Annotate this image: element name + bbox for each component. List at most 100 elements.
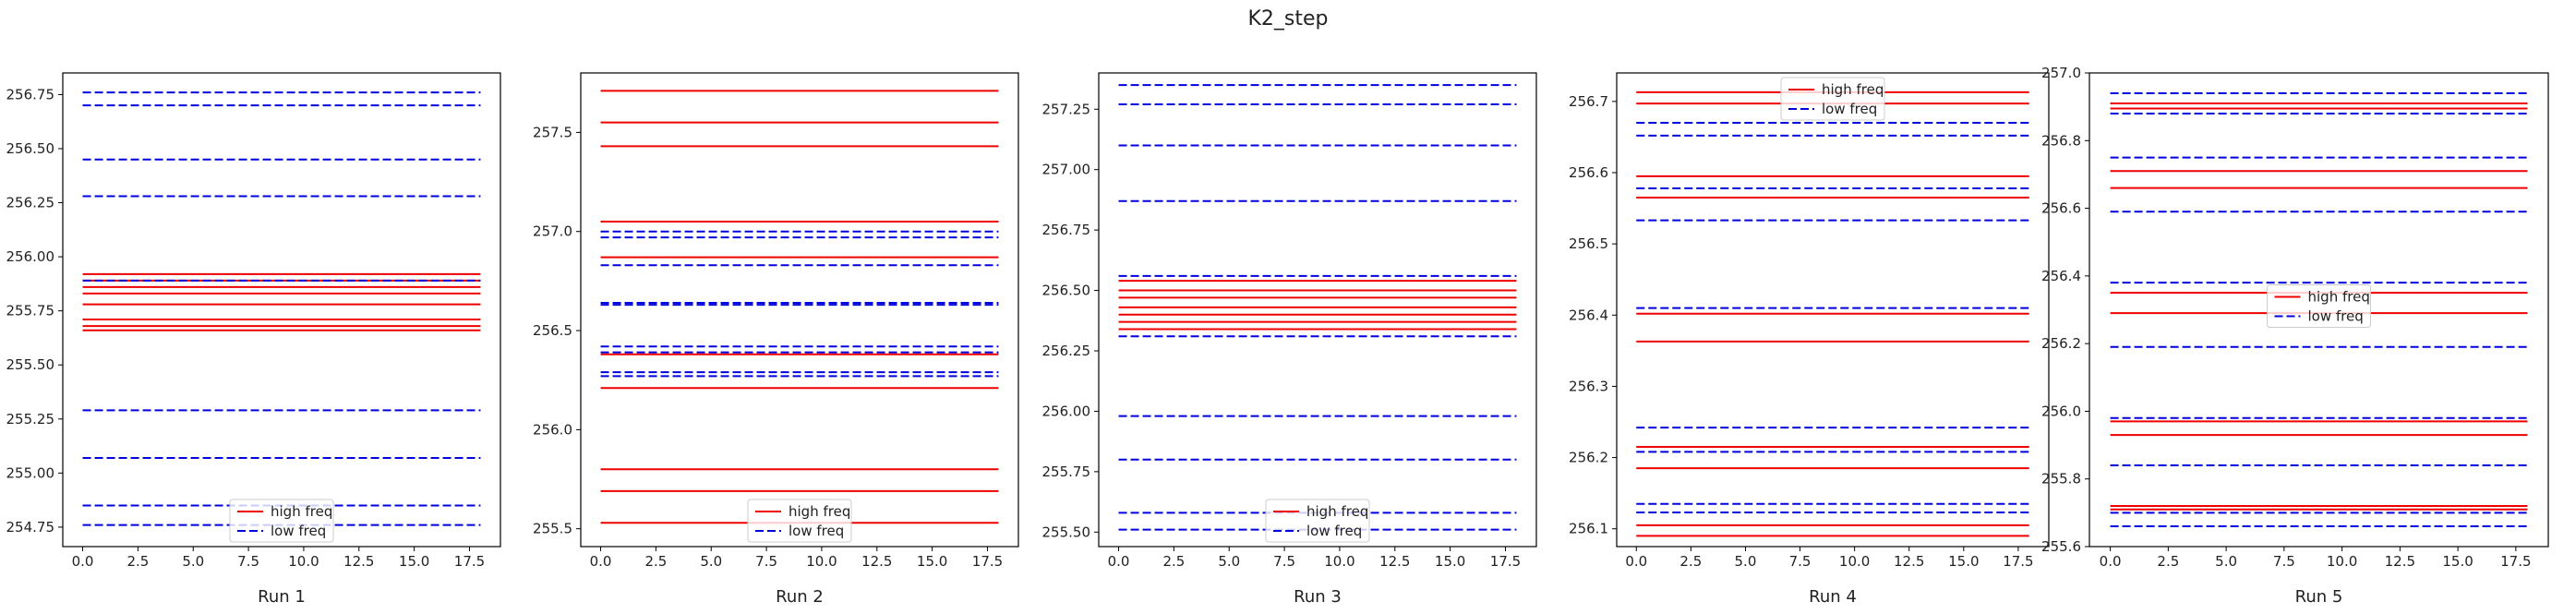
plot-panel-4: 0.0 2.5 5.0 7.5 10.0 12.5 15.0 17.5 256.1 256.2 25…	[1569, 72, 2050, 607]
y-tick-label: 256.6	[2041, 200, 2081, 217]
plot-panel-1: 0.0 2.5 5.0 7.5 10.0 12.5 15.0 17.5 254.75 255.00…	[6, 72, 501, 607]
y-tick-label: 256.0	[533, 421, 572, 438]
y-tick-label: 256.5	[1569, 235, 1608, 252]
y-tick-label: 256.50	[1042, 283, 1091, 299]
y-tick-label: 256.0	[2041, 403, 2081, 419]
y-tick-label: 254.75	[6, 519, 55, 536]
y-tick-label: 256.2	[2041, 335, 2081, 352]
x-tick-label: 10.0	[1324, 553, 1354, 570]
x-tick-label: 5.0	[700, 553, 722, 570]
x-tick-label: 7.5	[2273, 553, 2295, 570]
x-axis-label: Run 5	[2295, 587, 2343, 607]
x-tick-label: 0.0	[2100, 553, 2122, 570]
x-tick-label: 0.0	[1625, 553, 1647, 570]
y-tick-label: 257.5	[533, 124, 572, 140]
x-tick-label: 7.5	[755, 553, 777, 570]
x-tick-label: 10.0	[1839, 553, 1870, 570]
x-tick-label: 17.5	[454, 553, 485, 570]
x-tick-label: 2.5	[126, 553, 149, 570]
axes-frame	[1098, 72, 1537, 548]
x-tick-label: 7.5	[1273, 553, 1295, 570]
x-tick-label: 10.0	[288, 553, 319, 570]
y-tick-label: 256.75	[1042, 222, 1091, 238]
legend: high freq low freq	[1780, 77, 1885, 121]
low-freq-legend-label: low freq	[1306, 523, 1362, 539]
x-tick-label: 17.5	[1490, 553, 1521, 570]
x-tick-label: 12.5	[2385, 553, 2415, 570]
x-tick-label: 17.5	[2003, 553, 2033, 570]
y-tick-label: 255.5	[533, 521, 572, 537]
axes-frame	[1616, 72, 2050, 548]
x-tick-label: 5.0	[182, 553, 204, 570]
x-tick-label: 2.5	[644, 553, 667, 570]
legend: high freq low freq	[2267, 284, 2371, 328]
plot-panel-5: 0.0 2.5 5.0 7.5 10.0 12.5 15.0 17.5 255.6 255.8 25…	[2041, 65, 2549, 607]
y-tick-label: 256.00	[6, 248, 55, 265]
y-tick-label: 255.50	[6, 356, 55, 373]
x-tick-label: 10.0	[806, 553, 837, 570]
y-tick-label: 255.75	[1042, 464, 1091, 480]
plot-panel-3: 0.0 2.5 5.0 7.5 10.0 12.5 15.0 17.5 255.50 255.75…	[1042, 72, 1537, 607]
x-tick-label: 7.5	[1789, 553, 1812, 570]
x-tick-label: 15.0	[399, 553, 429, 570]
legend: high freq low freq	[1265, 499, 1370, 543]
x-tick-label: 12.5	[1894, 553, 1924, 570]
low-freq-legend-label: low freq	[271, 523, 326, 539]
high-freq-legend-label: high freq	[788, 503, 850, 520]
y-tick-label: 256.25	[6, 195, 55, 211]
y-tick-label: 256.4	[1569, 307, 1608, 323]
y-tick-label: 255.00	[6, 464, 55, 481]
figure-suptitle: K2_step	[1247, 7, 1328, 30]
y-tick-label: 255.50	[1042, 524, 1091, 540]
x-tick-label: 5.0	[2215, 553, 2237, 570]
legend: high freq low freq	[747, 499, 852, 543]
x-tick-label: 5.0	[1218, 553, 1240, 570]
x-tick-label: 12.5	[1379, 553, 1410, 570]
x-axis-label: Run 1	[258, 587, 306, 607]
y-tick-label: 256.4	[2041, 268, 2081, 284]
x-axis-label: Run 3	[1294, 587, 1342, 607]
y-tick-label: 255.8	[2041, 471, 2081, 488]
x-tick-label: 12.5	[343, 553, 374, 570]
x-tick-label: 15.0	[917, 553, 947, 570]
x-tick-label: 2.5	[1679, 553, 1702, 570]
low-freq-legend-label: low freq	[2308, 308, 2364, 325]
y-tick-label: 257.25	[1042, 101, 1091, 117]
y-tick-label: 256.6	[1569, 164, 1608, 181]
x-tick-label: 0.0	[590, 553, 612, 570]
y-tick-label: 256.8	[2041, 132, 2081, 149]
axes-frame	[62, 72, 501, 548]
y-tick-label: 257.0	[533, 223, 572, 240]
y-tick-label: 255.6	[2041, 538, 2081, 555]
low-freq-legend-label: low freq	[1822, 101, 1877, 117]
high-freq-legend-label: high freq	[1822, 81, 1884, 98]
x-axis-label: Run 4	[1809, 587, 1857, 607]
y-tick-label: 256.50	[6, 140, 55, 157]
y-tick-label: 256.7	[1569, 93, 1608, 110]
x-tick-label: 17.5	[972, 553, 1003, 570]
axes-frame	[2088, 72, 2549, 548]
high-freq-legend-label: high freq	[271, 503, 332, 520]
y-tick-label: 255.25	[6, 411, 55, 427]
x-tick-label: 12.5	[861, 553, 892, 570]
x-tick-label: 7.5	[237, 553, 259, 570]
y-tick-label: 256.2	[1569, 450, 1608, 466]
y-tick-label: 256.1	[1569, 521, 1608, 537]
low-freq-legend-label: low freq	[788, 523, 844, 539]
x-tick-label: 15.0	[1435, 553, 1465, 570]
x-tick-label: 0.0	[1108, 553, 1130, 570]
x-tick-label: 5.0	[1735, 553, 1757, 570]
x-axis-label: Run 2	[776, 587, 824, 607]
x-tick-label: 15.0	[1948, 553, 1979, 570]
high-freq-legend-label: high freq	[2308, 289, 2370, 306]
y-tick-label: 256.00	[1042, 403, 1091, 419]
x-tick-label: 0.0	[72, 553, 94, 570]
x-tick-label: 17.5	[2500, 553, 2531, 570]
x-tick-label: 2.5	[1162, 553, 1185, 570]
high-freq-legend-label: high freq	[1306, 503, 1368, 520]
y-tick-label: 256.25	[1042, 343, 1091, 359]
plot-panel-2: 0.0 2.5 5.0 7.5 10.0 12.5 15.0 17.5 255.5 256.0 25…	[533, 72, 1019, 607]
x-tick-label: 2.5	[2157, 553, 2179, 570]
y-tick-label: 256.5	[533, 322, 572, 339]
y-tick-label: 256.3	[1569, 378, 1608, 394]
